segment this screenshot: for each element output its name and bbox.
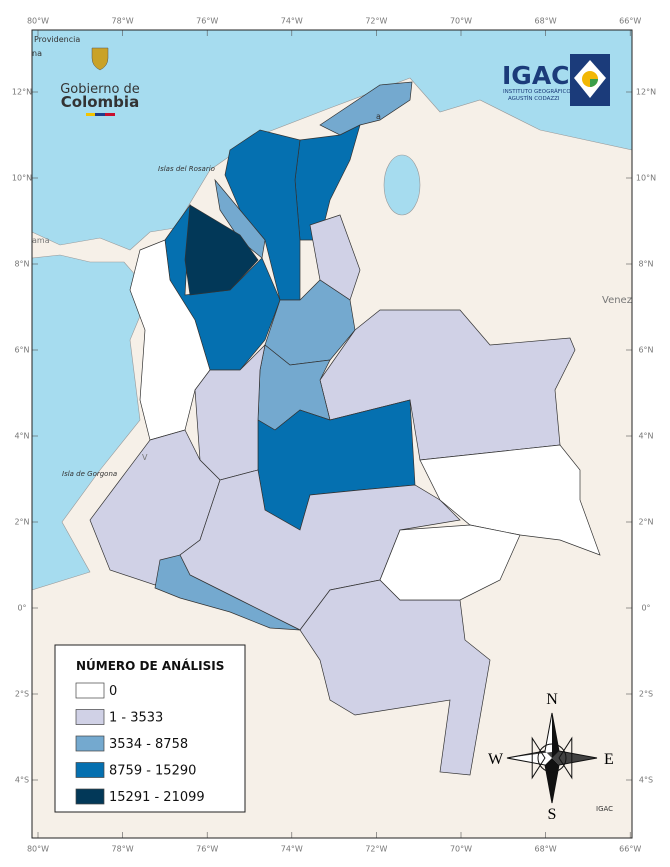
latitude-label: 2°S bbox=[15, 690, 29, 699]
igac-name: IGAC bbox=[502, 61, 570, 90]
legend-swatch bbox=[75, 788, 105, 805]
longitude-label: 74°W bbox=[281, 17, 303, 26]
department bbox=[154, 554, 301, 631]
longitude-label: 66°W bbox=[619, 17, 641, 26]
map: Providencia na Islas del Rosario ama Isl… bbox=[31, 29, 633, 839]
longitude-label: 80°W bbox=[27, 17, 49, 26]
legend-items: 0 1 - 3533 3534 - 8758 8759 - 15290 15291 - … bbox=[75, 682, 205, 805]
legend-title: NÚMERO DE ANÁLISIS bbox=[76, 658, 224, 673]
longitude-label: 72°W bbox=[365, 17, 387, 26]
flag-stripe bbox=[105, 113, 115, 116]
compass: N S E W bbox=[488, 691, 614, 823]
longitude-label: 80°W bbox=[27, 845, 49, 854]
legend-swatch bbox=[75, 735, 105, 752]
latitude-label: 4°N bbox=[14, 432, 29, 441]
compass-north: N bbox=[546, 691, 558, 708]
latitude-label: 2°N bbox=[14, 518, 29, 527]
legend-box bbox=[54, 644, 246, 813]
latitude-label: 0° bbox=[641, 604, 650, 613]
longitude-label: 78°W bbox=[112, 17, 134, 26]
legend-swatch bbox=[75, 709, 105, 725]
latitude-label: 12°N bbox=[12, 88, 32, 97]
latitude-label: 6°N bbox=[14, 346, 29, 355]
latitude-label: 12°N bbox=[636, 88, 656, 97]
place-label: a bbox=[376, 112, 381, 121]
compass-south: S bbox=[548, 806, 557, 823]
longitude-label: 72°W bbox=[365, 845, 387, 854]
place-label: ama bbox=[32, 236, 50, 245]
place-label: Islas del Rosario bbox=[158, 165, 215, 173]
latitude-label: 10°N bbox=[636, 174, 656, 183]
place-label: Venez bbox=[602, 295, 632, 306]
place-label: Isla de Gorgona bbox=[62, 470, 117, 478]
igac-line1: INSTITUTO GEOGRÁFICO bbox=[503, 88, 571, 95]
place-label: Providencia bbox=[34, 35, 80, 44]
legend-label: 0 bbox=[109, 684, 117, 699]
legend: NÚMERO DE ANÁLISIS 0 1 - 3533 3534 - 8758 8… bbox=[54, 644, 246, 813]
place-label: na bbox=[32, 49, 42, 58]
longitude-label: 68°W bbox=[535, 17, 557, 26]
coat-of-arms bbox=[91, 47, 109, 71]
longitude-label: 76°W bbox=[196, 845, 218, 854]
latitude-label: 4°N bbox=[638, 432, 653, 441]
graticule bbox=[32, 30, 632, 838]
flag-stripe bbox=[95, 113, 105, 116]
latitude-label: 10°N bbox=[12, 174, 32, 183]
compass-diagonal bbox=[558, 736, 573, 780]
place-label: V bbox=[142, 453, 148, 462]
latitude-label: 4°S bbox=[639, 776, 653, 785]
igac-line2: AGUSTÍN CODAZZI bbox=[508, 95, 560, 102]
longitude-label: 68°W bbox=[535, 845, 557, 854]
department bbox=[379, 524, 521, 601]
flag-stripe bbox=[86, 113, 95, 116]
legend-swatch bbox=[75, 682, 105, 699]
compass-ring bbox=[537, 743, 567, 773]
legend-swatch bbox=[75, 762, 105, 778]
compass-west: W bbox=[488, 751, 504, 768]
latitude-label: 8°N bbox=[14, 260, 29, 269]
latitude-label: 2°N bbox=[638, 518, 653, 527]
legend-label: 15291 - 21099 bbox=[109, 790, 205, 805]
map-frame bbox=[31, 29, 633, 839]
latitude-label: 2°S bbox=[639, 690, 653, 699]
latitude-label: 0° bbox=[17, 604, 26, 613]
longitude-label: 66°W bbox=[619, 845, 641, 854]
compass-diagonal bbox=[531, 736, 546, 780]
department bbox=[184, 204, 259, 296]
departments bbox=[89, 81, 601, 776]
lake-maracaibo bbox=[383, 154, 421, 216]
longitude-label: 70°W bbox=[450, 17, 472, 26]
igac-logo: IGAC INSTITUTO GEOGRÁFICO AGUSTÍN CODAZZ… bbox=[502, 54, 610, 106]
gov-line2: Colombia bbox=[61, 93, 139, 111]
longitude-label: 70°W bbox=[450, 845, 472, 854]
gov-logo: Gobierno de Colombia bbox=[60, 47, 140, 116]
gov-line1: Gobierno de bbox=[60, 82, 140, 97]
department bbox=[129, 239, 211, 441]
latitude-label: 6°N bbox=[638, 346, 653, 355]
department bbox=[309, 214, 361, 301]
longitude-label: 74°W bbox=[281, 845, 303, 854]
compass-east: E bbox=[604, 751, 614, 768]
longitude-label: 76°W bbox=[196, 17, 218, 26]
department bbox=[419, 444, 601, 556]
legend-label: 3534 - 8758 bbox=[109, 737, 188, 752]
latitude-label: 8°N bbox=[638, 260, 653, 269]
legend-label: 8759 - 15290 bbox=[109, 764, 196, 779]
map-credit: IGAC bbox=[596, 805, 613, 813]
igac-emblem-sector bbox=[590, 79, 598, 87]
compass-star-shade bbox=[507, 751, 597, 765]
legend-label: 1 - 3533 bbox=[109, 711, 163, 726]
latitude-label: 4°S bbox=[15, 776, 29, 785]
longitude-label: 78°W bbox=[112, 845, 134, 854]
